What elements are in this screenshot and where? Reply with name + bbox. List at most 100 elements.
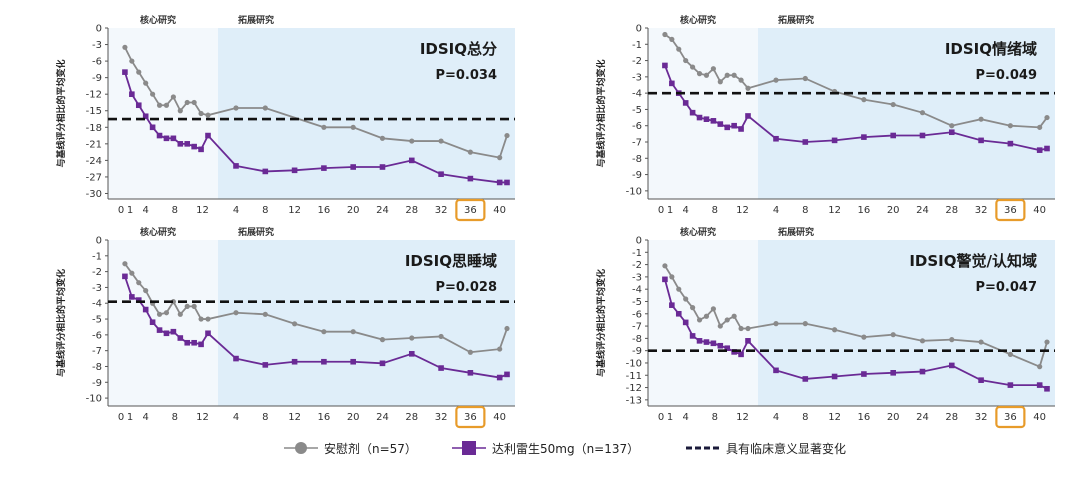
chart-title: IDSIQ总分 [420,40,497,58]
drug-data-point [156,132,163,139]
core-phase-background [108,240,218,406]
placebo-data-point [676,286,682,292]
x-tick-label-extension: 36 [464,412,477,423]
y-tick-label: -10 [626,358,642,369]
placebo-data-point [710,66,716,72]
drug-data-point [129,294,135,300]
drug-data-point [675,310,682,317]
placebo-data-point [1037,124,1043,130]
drug-data-point [948,362,955,369]
drug-data-point [156,327,163,333]
drug-data-point [1007,140,1014,147]
extension-phase-label: 拓展研究 [238,226,274,238]
placebo-data-point [467,149,473,155]
x-tick-label-core: 1 [667,205,673,216]
y-tick-label: -3 [92,283,102,294]
y-tick-label: 0 [96,24,102,35]
y-tick-label: -18 [86,123,102,134]
placebo-data-point [919,110,926,116]
x-tick-label-extension: 36 [1004,412,1017,423]
p-value-label: P=0.047 [975,280,1037,295]
extension-phase-background [218,240,515,406]
x-tick-label-extension: 24 [916,412,929,423]
y-tick-label: -4 [632,89,642,100]
placebo-data-point [669,36,675,42]
placebo-data-point [745,325,751,332]
x-tick-label-extension: 40 [1033,205,1046,216]
drug-data-point [408,351,415,357]
placebo-data-point [773,77,779,83]
placebo-data-point [890,101,896,108]
drug-data-point [262,362,269,368]
y-tick-label: -5 [92,315,102,326]
drug-data-point [291,358,298,365]
placebo-data-point [497,346,503,352]
x-tick-label-core: 4 [143,205,149,216]
y-tick-label: -2 [92,267,102,278]
drug-data-point [496,374,503,381]
drug-data-point [710,340,717,347]
x-tick-label-extension: 20 [887,412,900,423]
drug-data-point [170,135,177,142]
drug-data-point [408,157,415,164]
placebo-data-point [143,287,149,294]
placebo-data-point [861,334,867,340]
drug-data-point [350,358,356,365]
x-tick-label-extension: 32 [435,205,448,216]
p-value-label: P=0.034 [435,68,497,83]
drug-data-point [919,368,926,375]
drug-data-point [669,80,675,87]
placebo-data-point [662,31,668,38]
drug-data-point [682,319,689,326]
y-axis-label: 与基线评分相比的平均变化 [55,59,67,167]
x-tick-label-extension: 16 [318,205,331,216]
drug-data-point [724,345,731,352]
legend-placebo-marker-icon [284,442,318,454]
drug-data-point [861,134,867,140]
extension-phase-label: 拓展研究 [778,14,814,26]
placebo-data-point [1037,364,1043,370]
core-phase-label: 核心研究 [140,14,176,26]
y-tick-label: -2 [632,260,642,271]
drug-data-point [738,126,744,132]
y-axis-label: 与基线评分相比的平均变化 [595,59,607,167]
y-tick-label: -4 [92,299,102,310]
y-tick-label: -7 [92,346,102,357]
y-tick-label: -6 [92,57,102,68]
drug-data-point [291,167,298,174]
drug-data-point [149,124,156,131]
placebo-data-point [233,310,239,316]
drug-data-point [703,116,710,122]
drug-data-point [149,319,156,326]
x-tick-label-core: 0 [118,205,124,216]
y-tick-label: -2 [632,56,642,67]
legend-placebo-label: 安慰剂（n=57） [324,441,417,456]
placebo-data-point [831,327,838,333]
placebo-data-point [738,77,744,83]
placebo-data-point [683,296,689,302]
drug-data-point [724,124,731,131]
placebo-data-point [205,112,211,118]
drug-data-point [163,135,170,142]
drug-data-point [122,273,128,280]
legend-drug-label: 达利雷生50mg（n=137） [492,441,640,456]
y-tick-label: -7 [632,138,642,149]
drug-data-point [198,341,204,348]
drug-data-point [467,175,474,182]
x-tick-label-core: 8 [172,412,178,423]
drug-data-point [142,113,149,120]
placebo-data-point [1044,339,1050,345]
x-tick-label-extension: 40 [1033,412,1046,423]
x-tick-label-extension: 20 [887,205,900,216]
drug-data-point [773,135,779,142]
drug-data-point [717,342,724,349]
placebo-data-point [690,64,696,70]
placebo-data-point [409,335,415,341]
x-tick-label-extension: 40 [493,205,506,216]
y-tick-label: -8 [92,362,102,373]
x-tick-label-core: 12 [736,205,749,216]
x-tick-label-core: 12 [196,412,209,423]
x-tick-label-extension: 28 [945,412,958,423]
core-phase-label: 核心研究 [680,14,716,26]
x-tick-label-core: 12 [736,412,749,423]
